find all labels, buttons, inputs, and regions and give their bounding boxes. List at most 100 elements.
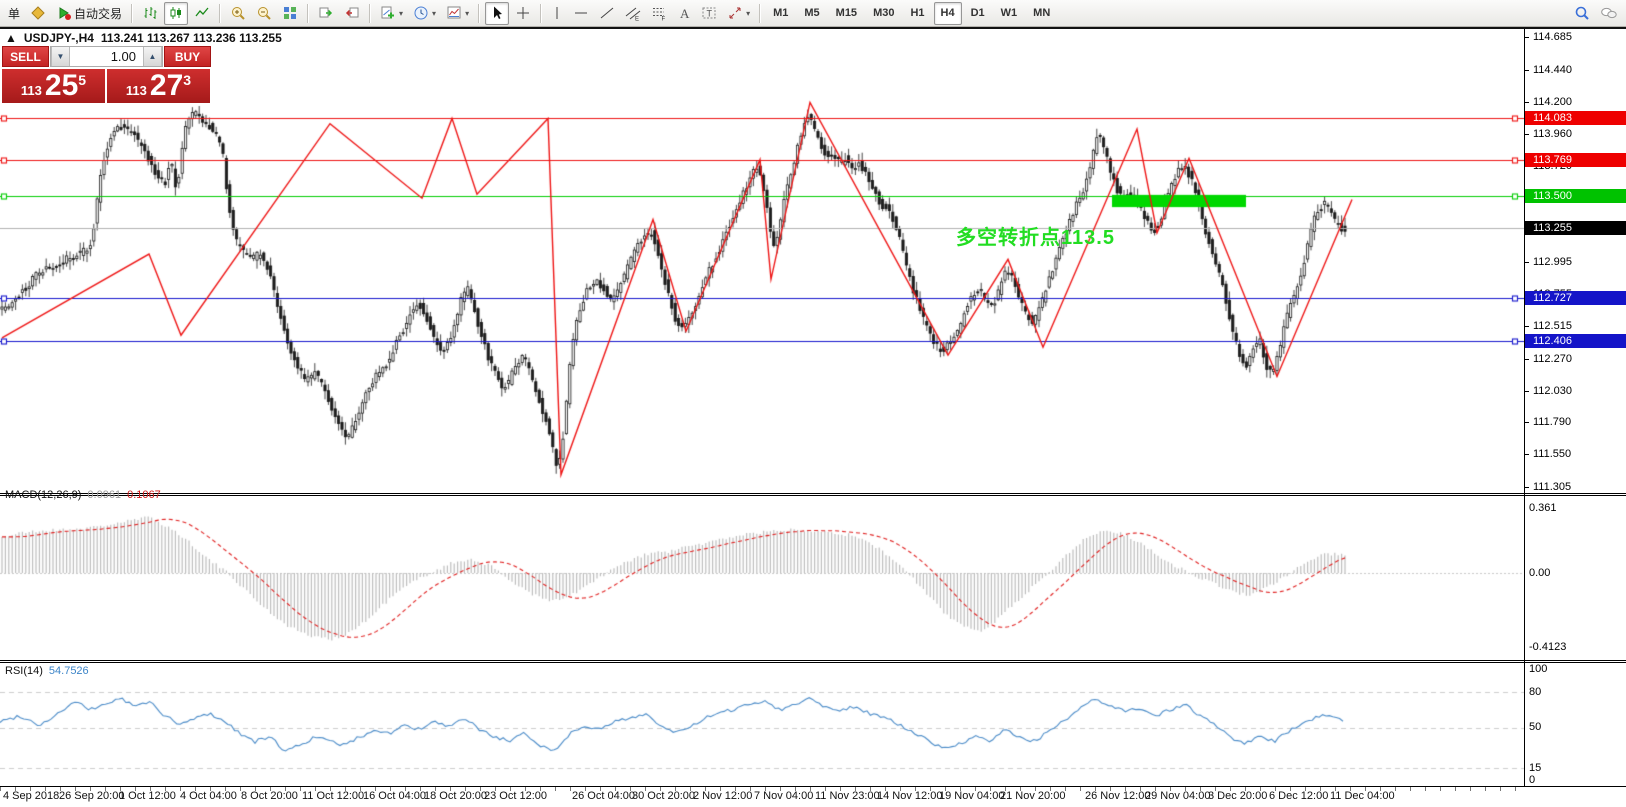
tf-h4-button[interactable]: H4 [933,1,962,25]
zoom-out-button[interactable] [252,2,276,25]
price-line-label[interactable]: 112.406 [1525,334,1626,349]
tf-w1-button[interactable]: W1 [994,2,1025,25]
fibonacci-button[interactable]: F [647,2,671,25]
gold-badge-button[interactable] [26,2,50,25]
chevron-down-icon[interactable]: ▾ [746,8,751,18]
crosshair-button[interactable] [511,2,535,25]
time-axis-label: 1 Oct 12:00 [119,790,176,802]
macd-separator-2 [0,495,1626,496]
tf-mn-button[interactable]: MN [1026,2,1057,25]
new-order-button[interactable]: 单 [4,2,24,25]
rsi-value: 54.7526 [48,665,89,677]
price-axis-tickmark [1524,358,1529,360]
text-button[interactable]: A [673,2,695,25]
chart-shift-button[interactable] [340,2,364,25]
label-button[interactable]: T [697,2,721,25]
sell-price-sup: 5 [78,71,87,88]
rsi-separator[interactable] [0,660,1626,661]
macd-panel-canvas[interactable] [0,496,1524,659]
sell-button[interactable]: SELL [2,46,49,67]
templates-button[interactable]: ▾ [442,2,473,25]
timeframe-label: M5 [804,7,820,19]
collapse-arrow-icon[interactable]: ▲ [5,31,17,45]
auto-scroll-icon [318,5,334,21]
auto-scroll-button[interactable] [314,2,338,25]
tile-windows-button[interactable] [278,2,302,25]
cursor-button[interactable] [485,1,510,25]
tf-m30-button[interactable]: M30 [866,2,901,25]
price-axis-tick: 114.685 [1533,31,1572,44]
macd-signal-value: 0.1067 [127,489,161,501]
price-line-label[interactable]: 113.500 [1525,188,1626,203]
trendline-button[interactable] [595,2,619,25]
time-axis-ticks [0,787,1524,791]
price-line-label[interactable]: 113.769 [1525,152,1626,167]
fibonacci-icon: F [651,5,667,21]
time-axis-label: 8 Oct 20:00 [241,790,298,802]
buy-button[interactable]: BUY [164,46,211,67]
price-axis-tick: 112.995 [1533,256,1572,269]
arrows-button[interactable]: ▾ [723,2,754,25]
time-axis-label: 4 Oct 04:00 [180,790,237,802]
price-line-label[interactable]: 113.255 [1525,221,1626,236]
time-axis-label: 21 Nov 20:00 [1000,790,1066,802]
candle-chart-button[interactable] [164,1,189,25]
ohlc-values: 113.241 113.267 113.236 113.255 [100,31,282,45]
autotrading-button[interactable]: 自动交易 [52,2,126,25]
new-chart-button[interactable]: ▾ [376,2,407,25]
zoom-in-button[interactable] [226,2,250,25]
chart-top-border [0,27,1626,29]
horizontal-line-button[interactable] [569,2,593,25]
line-chart-button[interactable] [190,2,214,25]
time-axis-label: 7 Nov 04:00 [754,790,814,802]
price-axis-tickmark [1524,326,1529,328]
volume-decrease-button[interactable]: ▼ [51,47,70,66]
rsi-panel-canvas[interactable] [0,663,1524,786]
one-click-trading-panel: SELL ▼ 1.00 ▲ BUY 113 25 5 113 27 3 [2,46,211,103]
chat-button[interactable] [1596,2,1622,25]
time-axis-label: 11 Oct 12:00 [302,790,365,802]
vertical-line-button[interactable] [547,2,567,25]
tf-m1-button[interactable]: M1 [766,2,795,25]
macd-separator[interactable] [0,493,1626,494]
search-icon [1574,5,1590,21]
buy-price-display[interactable]: 113 27 3 [107,69,210,103]
tf-h1-button[interactable]: H1 [903,2,931,25]
volume-increase-button[interactable]: ▲ [143,47,162,66]
cursor-icon [489,5,505,21]
svg-text:F: F [662,17,666,22]
tf-d1-button[interactable]: D1 [964,2,992,25]
price-axis-tick: 113.960 [1533,127,1572,140]
channel-button[interactable]: E [621,2,645,25]
chevron-down-icon[interactable]: ▾ [432,8,437,18]
time-axis-label: 4 Sep 2018 [3,790,60,802]
chevron-down-icon[interactable]: ▾ [465,8,470,18]
bar-chart-button[interactable] [138,2,162,25]
autotrading-icon [56,5,72,21]
timeframe-label: H1 [910,7,925,19]
main-chart-canvas[interactable] [0,29,1524,493]
timeframe-label: W1 [1000,7,1018,19]
chevron-down-icon[interactable]: ▾ [399,8,404,18]
chat-icon [1600,5,1618,21]
toolbar-separator [219,3,222,23]
sell-price-display[interactable]: 113 25 5 [2,69,105,103]
price-axis-tick: 112.270 [1533,352,1572,365]
search-button[interactable] [1570,2,1594,25]
time-axis-label: 2 Nov 12:00 [693,790,753,802]
tf-m5-button[interactable]: M5 [797,2,826,25]
periods-button[interactable]: ▾ [409,2,440,25]
trendline-icon [599,5,615,21]
price-line-label[interactable]: 114.083 [1525,111,1626,125]
time-axis-label: 3 Dec 20:00 [1208,790,1268,802]
toolbar-separator [478,3,481,23]
price-axis-tickmark [1524,101,1529,103]
horizontal-line-icon [573,5,589,21]
zoom-in-icon [230,5,246,21]
chart-title: ▲ USDJPY-,H4 113.241 113.267 113.236 113.2… [5,31,282,45]
price-line-label[interactable]: 112.727 [1525,291,1626,306]
time-axis-label: 16 Oct 04:00 [363,790,426,802]
volume-input[interactable]: 1.00 [70,47,143,66]
tf-m15-button[interactable]: M15 [829,2,864,25]
